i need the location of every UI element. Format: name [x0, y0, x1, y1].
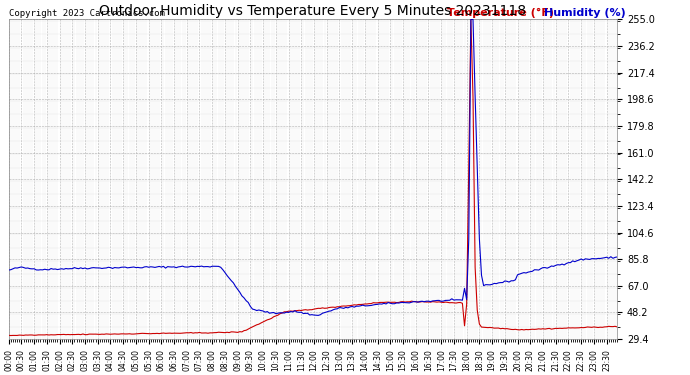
Text: Copyright 2023 Cartronics.com: Copyright 2023 Cartronics.com [9, 9, 165, 18]
Title: Outdoor Humidity vs Temperature Every 5 Minutes 20231118: Outdoor Humidity vs Temperature Every 5 … [99, 4, 526, 18]
Text: Temperature (°F): Temperature (°F) [447, 8, 554, 18]
Text: Humidity (%): Humidity (%) [544, 8, 626, 18]
